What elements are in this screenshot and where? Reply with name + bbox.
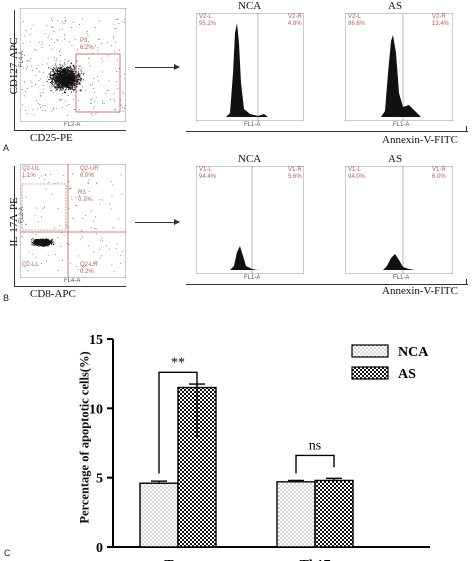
panel-b-dot-plot (20, 164, 126, 278)
y-tick-label: 15 (89, 333, 103, 348)
panel-b-nca-right-name: V1-R (288, 167, 302, 173)
y-tick-label: 0 (96, 541, 103, 556)
panel-b-hist-xlabel: Annexin-V-FITC (382, 285, 458, 297)
bar-nca-th17 (276, 481, 316, 548)
bar-nca-treg (139, 482, 179, 548)
dot-b-inner-xlabel: FL4-A (64, 278, 81, 284)
panel-a-as-right-name: V2-R (432, 14, 446, 20)
panel-a-as-left-name: V2-L (348, 14, 361, 20)
panel-a-letter: A (3, 143, 10, 153)
y-tick-label: 10 (89, 402, 103, 417)
dot-cloud (21, 16, 126, 116)
panel-a-nca-title: NCA (238, 0, 262, 12)
panel-a-as-title: AS (388, 0, 403, 12)
legend-swatch-as (351, 366, 389, 380)
panel-b-as-right-pct: 6.0% (432, 174, 446, 180)
panel-b-dot-xlabel: CD8-APC (30, 288, 76, 300)
panel-b-hist-xaxis (186, 284, 468, 285)
panel-b-nca-inner-x: FL1-A (244, 275, 261, 281)
panel-b-letter: B (3, 293, 10, 303)
panel-b-as-right-name: V1-R (432, 167, 446, 173)
panel-a-as-inner-x: FL1-A (393, 122, 410, 128)
x-tick-label: Th17 (299, 558, 330, 561)
arrow-a (135, 64, 180, 70)
y-axis-label: Percentage of apoptotic cells(%) (77, 351, 92, 524)
bar-as-th17 (314, 479, 354, 548)
panel-b-as-left-name: V1-L (348, 167, 361, 173)
gate-r3-pct: 0.7% (78, 197, 92, 203)
q-ul-pct: 1.1% (22, 173, 36, 179)
q-ur-name: Q2-UR (80, 166, 99, 172)
panel-b-as-left-pct: 94.0% (348, 174, 366, 180)
legend-label-as: AS (398, 367, 416, 382)
q-lr-pct: 0.2% (80, 269, 94, 275)
panel-a-dot-plot (20, 8, 126, 122)
panel-a-as-left-pct: 86.6% (348, 21, 366, 27)
gate-r3-name: R3 (78, 190, 86, 196)
panel-a-nca-left-name: V2-L (199, 14, 212, 20)
panel-a-hist-xaxis-tick (466, 126, 467, 132)
q-lr-name: Q2-LR (80, 262, 98, 268)
significance-bracket-treg (158, 371, 198, 474)
x-tick-label: Treg (164, 558, 191, 561)
gate-p3-pct: 6.2% (80, 45, 94, 51)
panel-a-dot-xaxis (14, 130, 126, 131)
panel-b-nca-title: NCA (238, 153, 262, 165)
panel-b-nca-histogram (196, 166, 304, 274)
arrow-b (135, 219, 180, 225)
gate-p3 (75, 53, 121, 113)
legend-label-nca: NCA (398, 345, 429, 360)
y-tick-label: 5 (96, 472, 103, 487)
panel-b-dot-xaxis (14, 286, 126, 287)
panel-b-as-histogram (345, 166, 453, 274)
panel-c-bar-chart: 0 5 10 15 Treg Th17 ** ns NCA AS (89, 333, 430, 561)
dot-b-inner-ylabel: FL2-A (19, 206, 26, 224)
q-ul-name: Q2-UL (22, 166, 40, 172)
q-ur-pct: 0.0% (80, 173, 94, 179)
panel-b-nca-right-pct: 5.6% (288, 174, 302, 180)
significance-label-treg: ** (171, 355, 185, 370)
panel-a-hist-xaxis (186, 131, 468, 132)
panel-c-letter: C (4, 548, 11, 558)
panel-b-dot-yaxis (14, 166, 15, 286)
panel-b-nca-left-pct: 94.4% (199, 174, 217, 180)
panel-b-as-inner-x: FL1-A (393, 275, 410, 281)
panel-a-as-right-pct: 13.4% (432, 21, 450, 27)
panel-a-nca-inner-x: FL1-A (244, 122, 261, 128)
panel-b-hist-xaxis-tick (466, 279, 467, 285)
q-ll-name: Q2-LL (22, 262, 39, 268)
panel-a-nca-histogram (196, 13, 304, 121)
panel-a-nca-left-pct: 95.2% (199, 21, 217, 27)
panel-b-nca-left-name: V1-L (199, 167, 212, 173)
gate-p3-name: P3 (80, 38, 88, 44)
panel-a-dot-xlabel: CD25-PE (30, 132, 73, 144)
panel-a-as-histogram (345, 13, 453, 121)
panel-a-nca-right-name: V2-R (288, 14, 302, 20)
panel-b-as-title: AS (388, 153, 403, 165)
dot-inner-xlabel: FL2-A (64, 122, 81, 128)
legend-swatch-nca (351, 344, 389, 358)
significance-bracket-th17 (295, 454, 335, 474)
panel-a-nca-right-pct: 4.8% (288, 21, 302, 27)
significance-label-th17: ns (309, 438, 321, 453)
panel-a-dot-yaxis (14, 10, 15, 130)
dot-inner-ylabel: FL4-A (19, 50, 26, 68)
panel-a-hist-xlabel: Annexin-V-FITC (382, 134, 458, 146)
